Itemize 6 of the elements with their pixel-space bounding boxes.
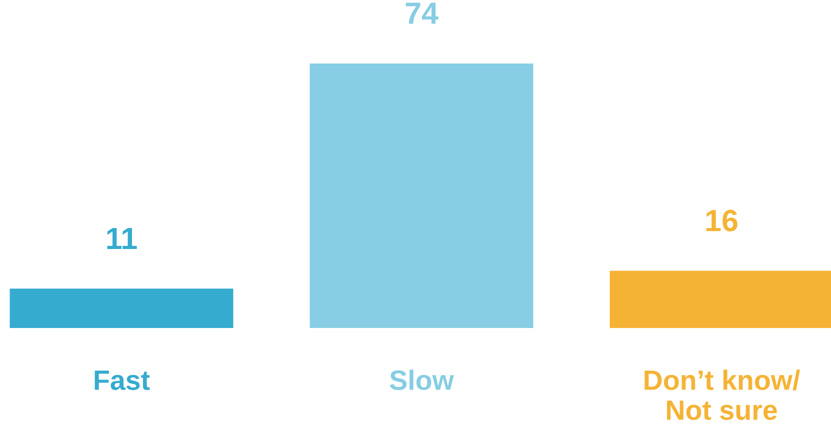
x-tick-label: Don’t know/ Not sure	[644, 370, 800, 420]
x-tick-label: Slow	[390, 370, 454, 390]
data-label: 16	[706, 210, 738, 232]
x-tick-label: Fast	[94, 370, 150, 390]
data-label: 11	[107, 228, 137, 250]
data-label: 74	[406, 2, 438, 24]
